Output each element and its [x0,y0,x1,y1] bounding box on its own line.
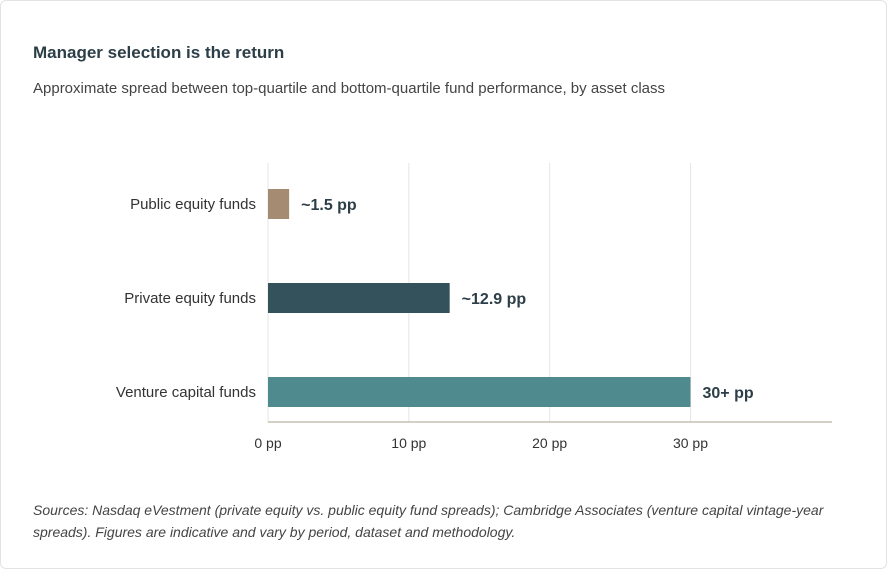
bar-chart: 0 pp 10 pp 20 pp 30 pp Public equity funds ~1… [116,163,832,451]
bar [268,283,450,313]
x-tick-label: 30 pp [673,435,708,451]
x-tick-label: 0 pp [254,435,281,451]
x-tick-label: 10 pp [391,435,426,451]
bar [268,189,290,219]
value-label: ~12.9 pp [462,291,527,308]
bar [268,377,691,407]
category-label: Private equity funds [124,290,256,307]
value-label: ~1.5 pp [301,197,357,214]
chart-title: Manager selection is the return [33,43,285,62]
value-label: 30+ pp [703,385,754,402]
category-label: Public equity funds [130,196,256,213]
x-tick-label: 20 pp [532,435,567,451]
chart-subtitle: Approximate spread between top-quartile … [33,80,666,97]
category-label: Venture capital funds [116,384,256,401]
chart-footnote: Sources: Nasdaq eVestment (private equit… [33,502,824,540]
